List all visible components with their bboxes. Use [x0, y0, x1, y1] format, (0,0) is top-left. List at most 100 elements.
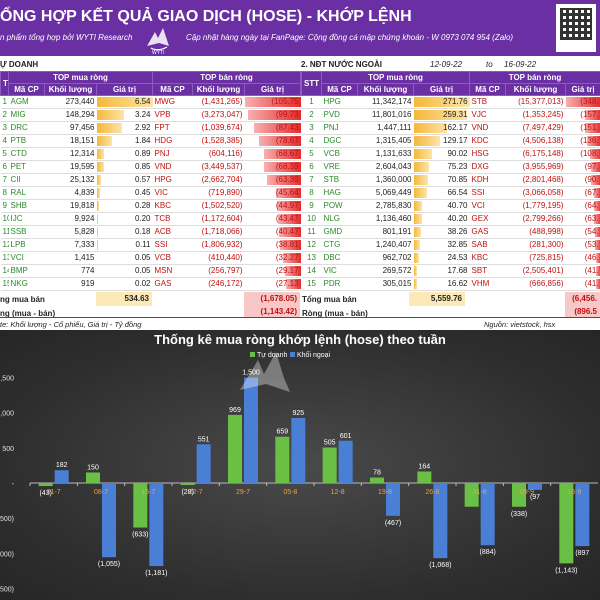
- buy-value: 0.02: [134, 279, 151, 288]
- data-label: 164: [418, 464, 430, 471]
- buy-value: 66.54: [447, 188, 468, 197]
- buy-volume: 97,456: [44, 121, 97, 135]
- sell-value: (348.: [580, 97, 599, 106]
- buy-value: 70.85: [447, 175, 468, 184]
- x-tick-label: 31-8: [473, 489, 487, 496]
- row-stt: 12: [0, 238, 9, 252]
- sell-value-bar: [591, 175, 600, 185]
- sell-value-bar: [254, 123, 301, 133]
- buy-volume: 1,360,000: [357, 173, 414, 187]
- y-tick-label: (1,500): [0, 586, 14, 593]
- prop-net-value: (1,143.42): [244, 306, 300, 317]
- sell-volume: (604,116): [192, 147, 245, 161]
- buy-value-cell: 0.89: [96, 147, 153, 161]
- row-stt: 7: [301, 173, 322, 187]
- buy-value-cell: 271.76: [413, 95, 470, 109]
- buy-volume: 1,315,405: [357, 134, 414, 148]
- sell-code: GEX: [469, 212, 506, 226]
- buy-code: NLG: [321, 212, 358, 226]
- col-code: Mã CP: [8, 83, 45, 96]
- buy-value: 90.02: [447, 149, 468, 158]
- x-tick-label: 09-9: [520, 489, 534, 496]
- table-row: 5 VCB 1,131,633 90.02 HSG (6,175,148) (108.: [301, 147, 600, 161]
- col-volume: Khối lượng: [357, 83, 414, 96]
- buy-volume: 5,828: [44, 225, 97, 239]
- buy-volume: 11,342,174: [357, 95, 414, 109]
- buy-value-bar: [413, 201, 422, 211]
- sell-code: VND: [469, 121, 506, 135]
- buy-value-bar: [413, 149, 433, 159]
- legend-swatch: [290, 352, 295, 357]
- buy-volume: 148,294: [44, 108, 97, 122]
- foreign-sell-header: TOP bán ròng: [469, 71, 600, 84]
- sell-value-bar: [258, 136, 301, 146]
- table-row: 3 PNJ 1,447,111 162.17 VND (7,497,429) (151.: [301, 121, 600, 135]
- sell-volume: (246,172): [192, 277, 245, 291]
- buy-value-cell: 0.05: [96, 264, 153, 278]
- table-row: 6 VRE 2,604,043 75.23 DXG (3,955,969) (97.: [301, 160, 600, 174]
- row-stt: 2: [0, 108, 9, 122]
- table-row: 8 RAL 4,839 0.45 VIC (719,890) (45.64: [0, 186, 301, 200]
- buy-volume: 7,333: [44, 238, 97, 252]
- col-code: Mã CP: [152, 83, 194, 96]
- row-stt: 7: [0, 173, 9, 187]
- buy-value-bar: [413, 110, 467, 120]
- sell-value-cell: (53.: [565, 238, 600, 252]
- bar-foreign: [575, 483, 590, 547]
- sell-value: (151.: [580, 123, 599, 132]
- buy-code: HPG: [321, 95, 358, 109]
- data-label: 969: [229, 407, 241, 414]
- sell-value-cell: (64.: [565, 199, 600, 213]
- sell-volume: (1,779,195): [505, 199, 566, 213]
- buy-code: STB: [321, 173, 358, 187]
- buy-value-cell: 2.92: [96, 121, 153, 135]
- buy-value-cell: 0.85: [96, 160, 153, 174]
- buy-value: 271.76: [443, 97, 468, 106]
- date-to-label: to: [486, 60, 493, 69]
- sell-value-bar: [596, 266, 600, 276]
- sell-value-cell: (41.: [565, 264, 600, 278]
- date-to: 16-09-22: [504, 60, 537, 69]
- buy-value: 0.20: [134, 214, 151, 223]
- sell-value: (41.: [584, 266, 599, 275]
- bar-prop: [417, 471, 432, 484]
- sell-value-cell: (136.: [565, 134, 600, 148]
- table-row: 10 NLG 1,136,460 40.20 GEX (2,799,266) (63.: [301, 212, 600, 226]
- sell-code: MWG: [152, 95, 193, 109]
- sell-code: VPB: [152, 108, 193, 122]
- sell-value: (157.: [580, 110, 599, 119]
- table-row: 2 PVD 11,801,016 259.31 VJC (1,353,245) (157.: [301, 108, 600, 122]
- buy-value-cell: 3.24: [96, 108, 153, 122]
- sell-value-bar: [285, 266, 301, 276]
- sell-volume: (3,449,537): [192, 160, 245, 174]
- foreign-total-sell: (6,456.: [565, 292, 600, 306]
- bar-prop: [38, 483, 53, 487]
- buy-value: 40.70: [447, 201, 468, 210]
- sell-value-cell: (63.39: [244, 173, 301, 187]
- buy-value: 1.84: [134, 136, 151, 145]
- buy-value: 0.45: [134, 188, 151, 197]
- sell-value-cell: (105.75: [244, 95, 301, 109]
- col-volume: Khối lượng: [192, 83, 246, 96]
- sell-code: TCB: [152, 212, 193, 226]
- sell-value-bar: [586, 136, 600, 146]
- sell-value-bar: [595, 240, 600, 250]
- data-label: 182: [56, 462, 68, 469]
- buy-value-cell: 40.70: [413, 199, 470, 213]
- col-code: Mã CP: [469, 83, 507, 96]
- buy-value-bar: [96, 214, 99, 224]
- buy-value-cell: 129.17: [413, 134, 470, 148]
- sell-volume: (4,506,138): [505, 134, 566, 148]
- buy-value-cell: 38.26: [413, 225, 470, 239]
- buy-value-bar: [413, 175, 429, 185]
- sell-value: (105.75: [271, 97, 299, 106]
- buy-volume: 19,595: [44, 160, 97, 174]
- sell-value-cell: (97.: [565, 160, 600, 174]
- buy-volume: 25,132: [44, 173, 97, 187]
- bar-foreign: [54, 470, 69, 484]
- sell-code: KBC: [469, 251, 506, 265]
- data-label: 150: [87, 464, 99, 471]
- bar-prop: [180, 483, 195, 485]
- bar-foreign: [244, 377, 258, 484]
